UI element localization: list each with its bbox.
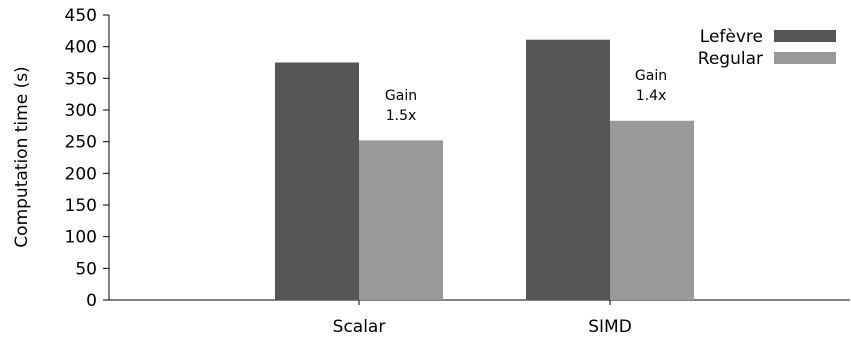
axes (108, 15, 850, 301)
bar-lefvre-simd (526, 39, 610, 300)
legend-swatch (774, 30, 836, 42)
y-axis-label: Computation time (s) (12, 66, 32, 247)
y-tick-label: 300 (65, 101, 97, 121)
gain-annotation-text: Gain (635, 68, 667, 84)
y-tick-label: 100 (65, 228, 97, 248)
legend-label: Lefèvre (700, 27, 763, 47)
y-axis-ticks: 0 50 100 150 200 250 300 350 400 450 (65, 6, 109, 311)
y-tick-label: 0 (86, 291, 97, 311)
x-axis-categories: Scalar SIMD (333, 300, 632, 337)
y-tick-label: 250 (65, 133, 97, 153)
bar-regular-scalar (359, 140, 443, 300)
bar-regular-simd (610, 120, 694, 301)
y-tick-label: 50 (75, 259, 97, 279)
y-tick-label: 350 (65, 69, 97, 89)
x-category-label: SIMD (588, 317, 632, 337)
y-tick-label: 450 (65, 6, 97, 26)
x-category-label: Scalar (333, 317, 386, 337)
legend-label: Regular (698, 49, 763, 69)
gain-annotation-text: 1.5x (386, 108, 417, 124)
y-tick-label: 200 (65, 164, 97, 184)
gain-annotations: Gain 1.5x Gain 1.4x (385, 68, 667, 124)
bars (275, 39, 694, 301)
y-tick-label: 400 (65, 38, 97, 58)
gain-annotation-text: Gain (385, 88, 417, 104)
bar-lefvre-scalar (275, 62, 359, 300)
legend-swatch (774, 52, 836, 64)
gain-annotation-text: 1.4x (636, 88, 667, 104)
y-tick-label: 150 (65, 196, 97, 216)
